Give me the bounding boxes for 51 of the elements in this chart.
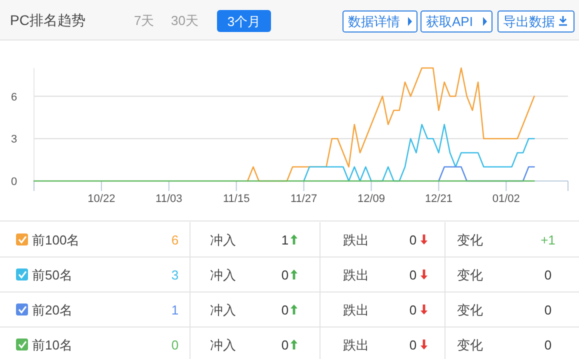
legend-label: 前10名 (32, 338, 72, 352)
text: 0 (409, 232, 417, 248)
text: +1 (540, 232, 556, 248)
x-tick-label: 01/02 (492, 193, 520, 205)
text: 变化 (457, 302, 483, 318)
text: 冲入 (210, 302, 236, 318)
text: 0 (281, 268, 289, 282)
text: 1 (171, 302, 179, 318)
text: 数据详情 (348, 14, 400, 29)
text: 跌出 (343, 302, 369, 318)
text: 30天 (171, 13, 198, 28)
text: 跌出 (343, 232, 369, 248)
y-tick-label: 0 (10, 176, 18, 188)
text: 7天 (134, 13, 154, 28)
y-tick-label: 3 (10, 134, 18, 146)
x-tick-label: 10/22 (88, 193, 116, 205)
x-tick-label: 12/09 (358, 193, 386, 205)
text: 冲入 (210, 338, 236, 352)
text: 变化 (457, 338, 483, 352)
x-tick-label: 11/03 (156, 193, 182, 205)
text: 0 (171, 338, 179, 352)
line-series (246, 67, 535, 182)
legend-label: 前50名 (32, 268, 72, 282)
x-tick-label: 12/21 (424, 193, 452, 205)
text: 冲入 (210, 232, 236, 248)
x-tick-label: 11/27 (290, 193, 318, 205)
chart-title: PC排名趋势 (10, 12, 86, 28)
text: 0 (281, 302, 289, 318)
text: 变化 (457, 268, 483, 282)
text: 0 (281, 338, 289, 352)
text: 冲入 (210, 268, 236, 282)
text: 0 (409, 338, 417, 352)
legend-label: 前20名 (32, 302, 72, 318)
text: 导出数据 (503, 14, 555, 29)
text: 0 (544, 268, 552, 282)
text: 获取API (426, 14, 473, 29)
text: 跌出 (343, 338, 369, 352)
text: 变化 (457, 232, 483, 248)
text: 1 (281, 232, 289, 248)
text: 0 (409, 302, 417, 318)
y-tick-label: 6 (10, 91, 18, 104)
text: 0 (544, 302, 552, 318)
text: 0 (409, 268, 417, 282)
text: 6 (171, 232, 179, 248)
legend-label: 前100名 (32, 232, 80, 248)
text: 3 (171, 268, 179, 282)
x-tick-label: 11/15 (223, 193, 250, 205)
line-series (303, 124, 535, 182)
text: 跌出 (343, 268, 369, 282)
text: 3个月 (227, 14, 261, 29)
text: 0 (544, 338, 552, 352)
